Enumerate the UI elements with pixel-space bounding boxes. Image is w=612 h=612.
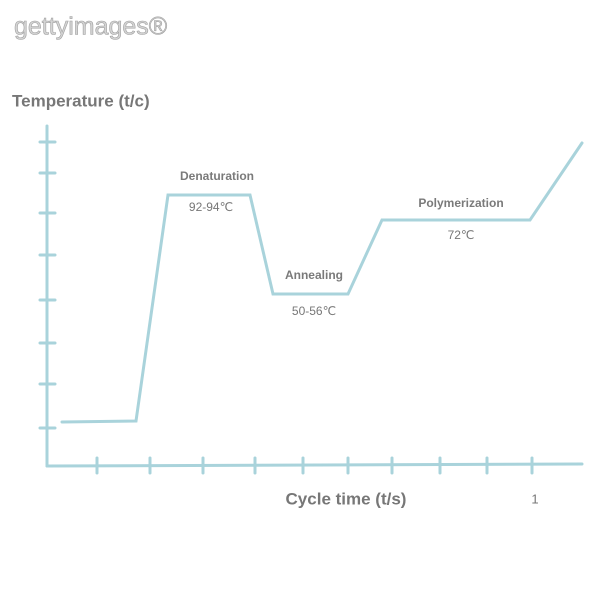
- y-axis-label: Temperature (t/c): [12, 91, 150, 110]
- phase-name: Denaturation: [180, 169, 254, 183]
- temperature-profile: [60, 141, 584, 424]
- y-ticks: [38, 140, 57, 430]
- phase-name: Polymerization: [418, 196, 503, 210]
- x-tick-label: 1: [531, 491, 538, 506]
- phase-temperature: 72℃: [448, 228, 475, 242]
- axes: [38, 124, 584, 475]
- phase-temperature: 92-94℃: [189, 200, 233, 214]
- phase-temperature: 50-56℃: [292, 304, 336, 318]
- watermark: gettyimages®: [14, 13, 168, 41]
- x-ticks: [95, 456, 534, 475]
- x-axis-label: Cycle time (t/s): [286, 489, 407, 508]
- x-axis: [45, 462, 584, 468]
- phase-name: Annealing: [285, 268, 343, 282]
